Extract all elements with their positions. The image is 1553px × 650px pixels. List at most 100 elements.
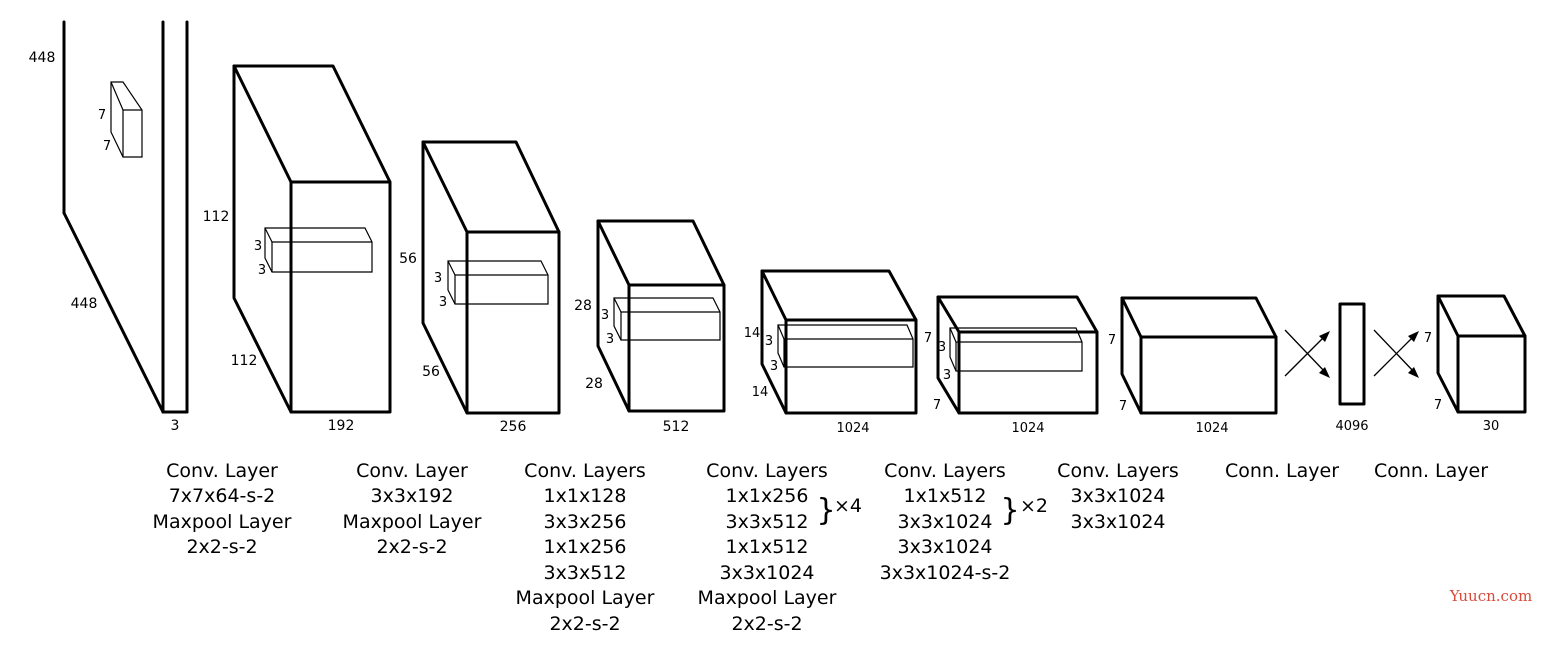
caption-block-4: Conv. Layers 1x1x512 3x3x1024 3x3x1024 3…	[880, 460, 1048, 584]
kernel-3x3	[447, 260, 549, 305]
caption-line: 1x1x256	[726, 485, 809, 507]
caption-block-1: Conv. Layer 3x3x192 Maxpool Layer 2x2-s-…	[343, 460, 482, 558]
side-label-top: 14	[744, 326, 761, 341]
caption-line: 3x3x256	[544, 511, 627, 533]
block-input-volume	[62, 20, 189, 414]
caption-line: Conv. Layers	[884, 460, 1006, 482]
repeat-multiplier: ×2	[1020, 495, 1048, 517]
depth-label: 256	[500, 419, 527, 435]
depth-label: 512	[663, 419, 690, 435]
kernel-3x3	[613, 297, 721, 341]
kernel-7x7	[110, 81, 143, 158]
caption-block-7: Conn. Layer	[1374, 460, 1488, 482]
caption-line: Conv. Layers	[524, 460, 646, 482]
block-112-volume	[232, 64, 392, 414]
kernel-label: 7	[98, 108, 106, 123]
caption-block-0: Conv. Layer 7x7x64-s-2 Maxpool Layer 2x2…	[153, 460, 292, 558]
caption-line: 3x3x1024-s-2	[880, 562, 1011, 584]
side-label-bottom: 28	[585, 376, 603, 392]
side-label-top: 448	[29, 50, 56, 66]
side-label-top: 7	[1108, 333, 1116, 348]
depth-label: 30	[1483, 419, 1500, 434]
kernel-3x3	[949, 327, 1083, 372]
side-label-top: 112	[203, 209, 230, 225]
caption-line: 3x3x1024	[719, 562, 814, 584]
kernel-label: 3	[943, 368, 951, 383]
kernel-label: 3	[601, 308, 609, 323]
watermark: Yuucn.com	[1449, 587, 1532, 605]
caption-line: Maxpool Layer	[153, 511, 292, 533]
caption-line: Conn. Layer	[1374, 460, 1488, 482]
caption-line: 2x2-s-2	[549, 613, 620, 635]
side-label-bottom: 448	[71, 296, 98, 312]
depth-label: 1024	[836, 421, 869, 436]
kernel-label: 3	[254, 239, 262, 254]
kernel-label: 3	[606, 332, 614, 347]
caption-line: Conv. Layers	[706, 460, 828, 482]
caption-line: Maxpool Layer	[516, 587, 655, 609]
caption-line: Conv. Layer	[166, 460, 278, 482]
caption-line: Conn. Layer	[1225, 460, 1339, 482]
repeat-brace: }	[816, 493, 835, 528]
caption-line: 1x1x256	[544, 536, 627, 558]
side-label-top: 56	[399, 251, 417, 267]
full-connection-arrows	[1373, 329, 1419, 378]
depth-label: 1024	[1195, 421, 1228, 436]
kernel-label: 3	[770, 359, 778, 374]
caption-block-6: Conn. Layer	[1225, 460, 1339, 482]
side-label-bottom: 56	[422, 364, 440, 380]
block-7-conv-volume	[936, 295, 1099, 415]
block-56-volume	[421, 140, 561, 415]
kernel-label: 3	[434, 271, 442, 286]
side-label-bottom: 7	[933, 398, 941, 413]
caption-line: 1x1x512	[904, 485, 987, 507]
caption-line: 3x3x512	[544, 562, 627, 584]
caption-line: 7x7x64-s-2	[169, 485, 276, 507]
caption-block-3: Conv. Layers 1x1x256 3x3x512 1x1x512 3x3…	[698, 460, 862, 635]
block-14-volume	[760, 269, 918, 415]
kernel-label: 3	[938, 340, 946, 355]
side-label-bottom: 7	[1119, 399, 1127, 414]
depth-label: 192	[328, 418, 355, 434]
caption-line: 1x1x512	[726, 536, 809, 558]
caption-line: Conv. Layer	[356, 460, 468, 482]
caption-line: 1x1x128	[544, 485, 627, 507]
side-label-bottom: 112	[231, 353, 258, 369]
block-28-volume	[596, 219, 726, 413]
caption-line: Conv. Layers	[1057, 460, 1179, 482]
side-label-top: 28	[574, 298, 592, 314]
caption-line: 3x3x512	[726, 511, 809, 533]
caption-line: 2x2-s-2	[376, 536, 447, 558]
caption-line: Maxpool Layer	[343, 511, 482, 533]
side-label-bottom: 7	[1434, 398, 1442, 413]
repeat-brace: }	[1000, 493, 1019, 528]
side-label-top: 7	[924, 331, 932, 346]
kernel-label: 3	[258, 263, 266, 278]
kernel-3x3	[264, 227, 373, 273]
depth-label: 4096	[1335, 419, 1368, 434]
caption-line: 3x3x1024	[897, 536, 992, 558]
depth-label: 3	[171, 418, 180, 434]
caption-line: 2x2-s-2	[731, 613, 802, 635]
block-fc-4096	[1338, 302, 1366, 406]
caption-line: Maxpool Layer	[698, 587, 837, 609]
depth-label: 1024	[1011, 421, 1044, 436]
full-connection-arrows	[1284, 329, 1330, 378]
kernel-3x3	[777, 324, 914, 368]
repeat-multiplier: ×4	[834, 495, 862, 517]
block-output-volume	[1436, 294, 1527, 414]
kernel-label: 7	[103, 139, 111, 154]
kernel-label: 3	[765, 334, 773, 349]
caption-line: 3x3x192	[371, 485, 454, 507]
kernel-label: 3	[439, 295, 447, 310]
caption-line: 3x3x1024	[1070, 485, 1165, 507]
caption-block-2: Conv. Layers 1x1x128 3x3x256 1x1x256 3x3…	[516, 460, 655, 635]
caption-line: 2x2-s-2	[186, 536, 257, 558]
caption-line: 3x3x1024	[1070, 511, 1165, 533]
caption-block-5: Conv. Layers 3x3x1024 3x3x1024	[1057, 460, 1179, 533]
side-label-bottom: 14	[752, 385, 769, 400]
caption-line: 3x3x1024	[897, 511, 992, 533]
side-label-top: 7	[1424, 331, 1432, 346]
block-7-volume	[1120, 296, 1278, 415]
